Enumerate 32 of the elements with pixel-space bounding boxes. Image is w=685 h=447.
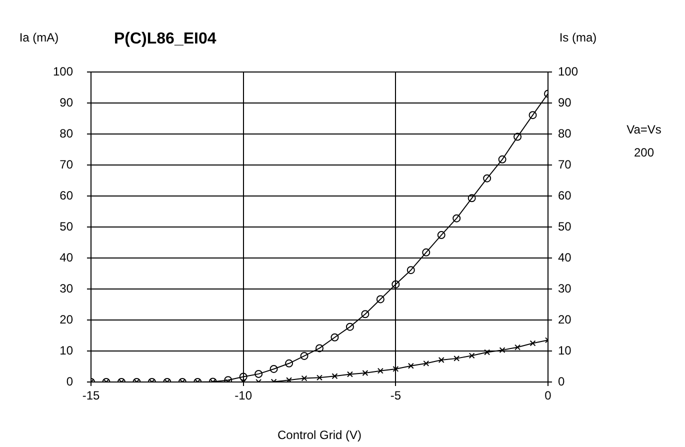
y-tick-label: 10 <box>60 343 74 358</box>
y-tick-label: 40 <box>60 250 74 264</box>
chart-title: P(C)L86_EI04 <box>114 30 216 48</box>
x-axis-title: Control Grid (V) <box>277 428 362 442</box>
y2-tick-label: 0 <box>558 374 565 388</box>
text: Va=Vs <box>626 122 662 136</box>
y-axis-title: Ia (mA) <box>19 30 59 44</box>
y-tick-label: 60 <box>60 188 74 202</box>
y2-tick-label: 40 <box>558 250 572 264</box>
y2-tick-label: 20 <box>558 312 572 326</box>
y-tick-label: 70 <box>60 157 74 172</box>
y2-tick-label: 100 <box>558 64 578 78</box>
y-tick-label: 80 <box>60 126 74 140</box>
y-tick-label: 30 <box>60 281 74 296</box>
x-tick-label: 0 <box>544 388 552 403</box>
y-tick-label: 0 <box>66 374 74 388</box>
x-tick-label: -15 <box>82 388 100 403</box>
text: 200 <box>634 145 654 160</box>
y2-axis-title: Is (ma) <box>559 30 597 44</box>
y2-tick-label: 10 <box>558 343 572 358</box>
x-tick-label: -10 <box>234 388 252 403</box>
y2-tick-label: 90 <box>558 95 572 110</box>
x-tick-label: -5 <box>390 388 402 403</box>
y2-tick-label: 80 <box>558 126 572 140</box>
y-tick-label: 50 <box>60 219 74 234</box>
y2-tick-label: 70 <box>558 157 572 172</box>
y2-tick-label: 50 <box>558 219 572 234</box>
y-tick-label: 100 <box>52 64 74 78</box>
y-tick-label: 90 <box>60 95 74 110</box>
y2-tick-label: 30 <box>558 281 572 296</box>
y2-tick-label: 60 <box>558 188 572 202</box>
y-tick-label: 20 <box>60 312 74 326</box>
